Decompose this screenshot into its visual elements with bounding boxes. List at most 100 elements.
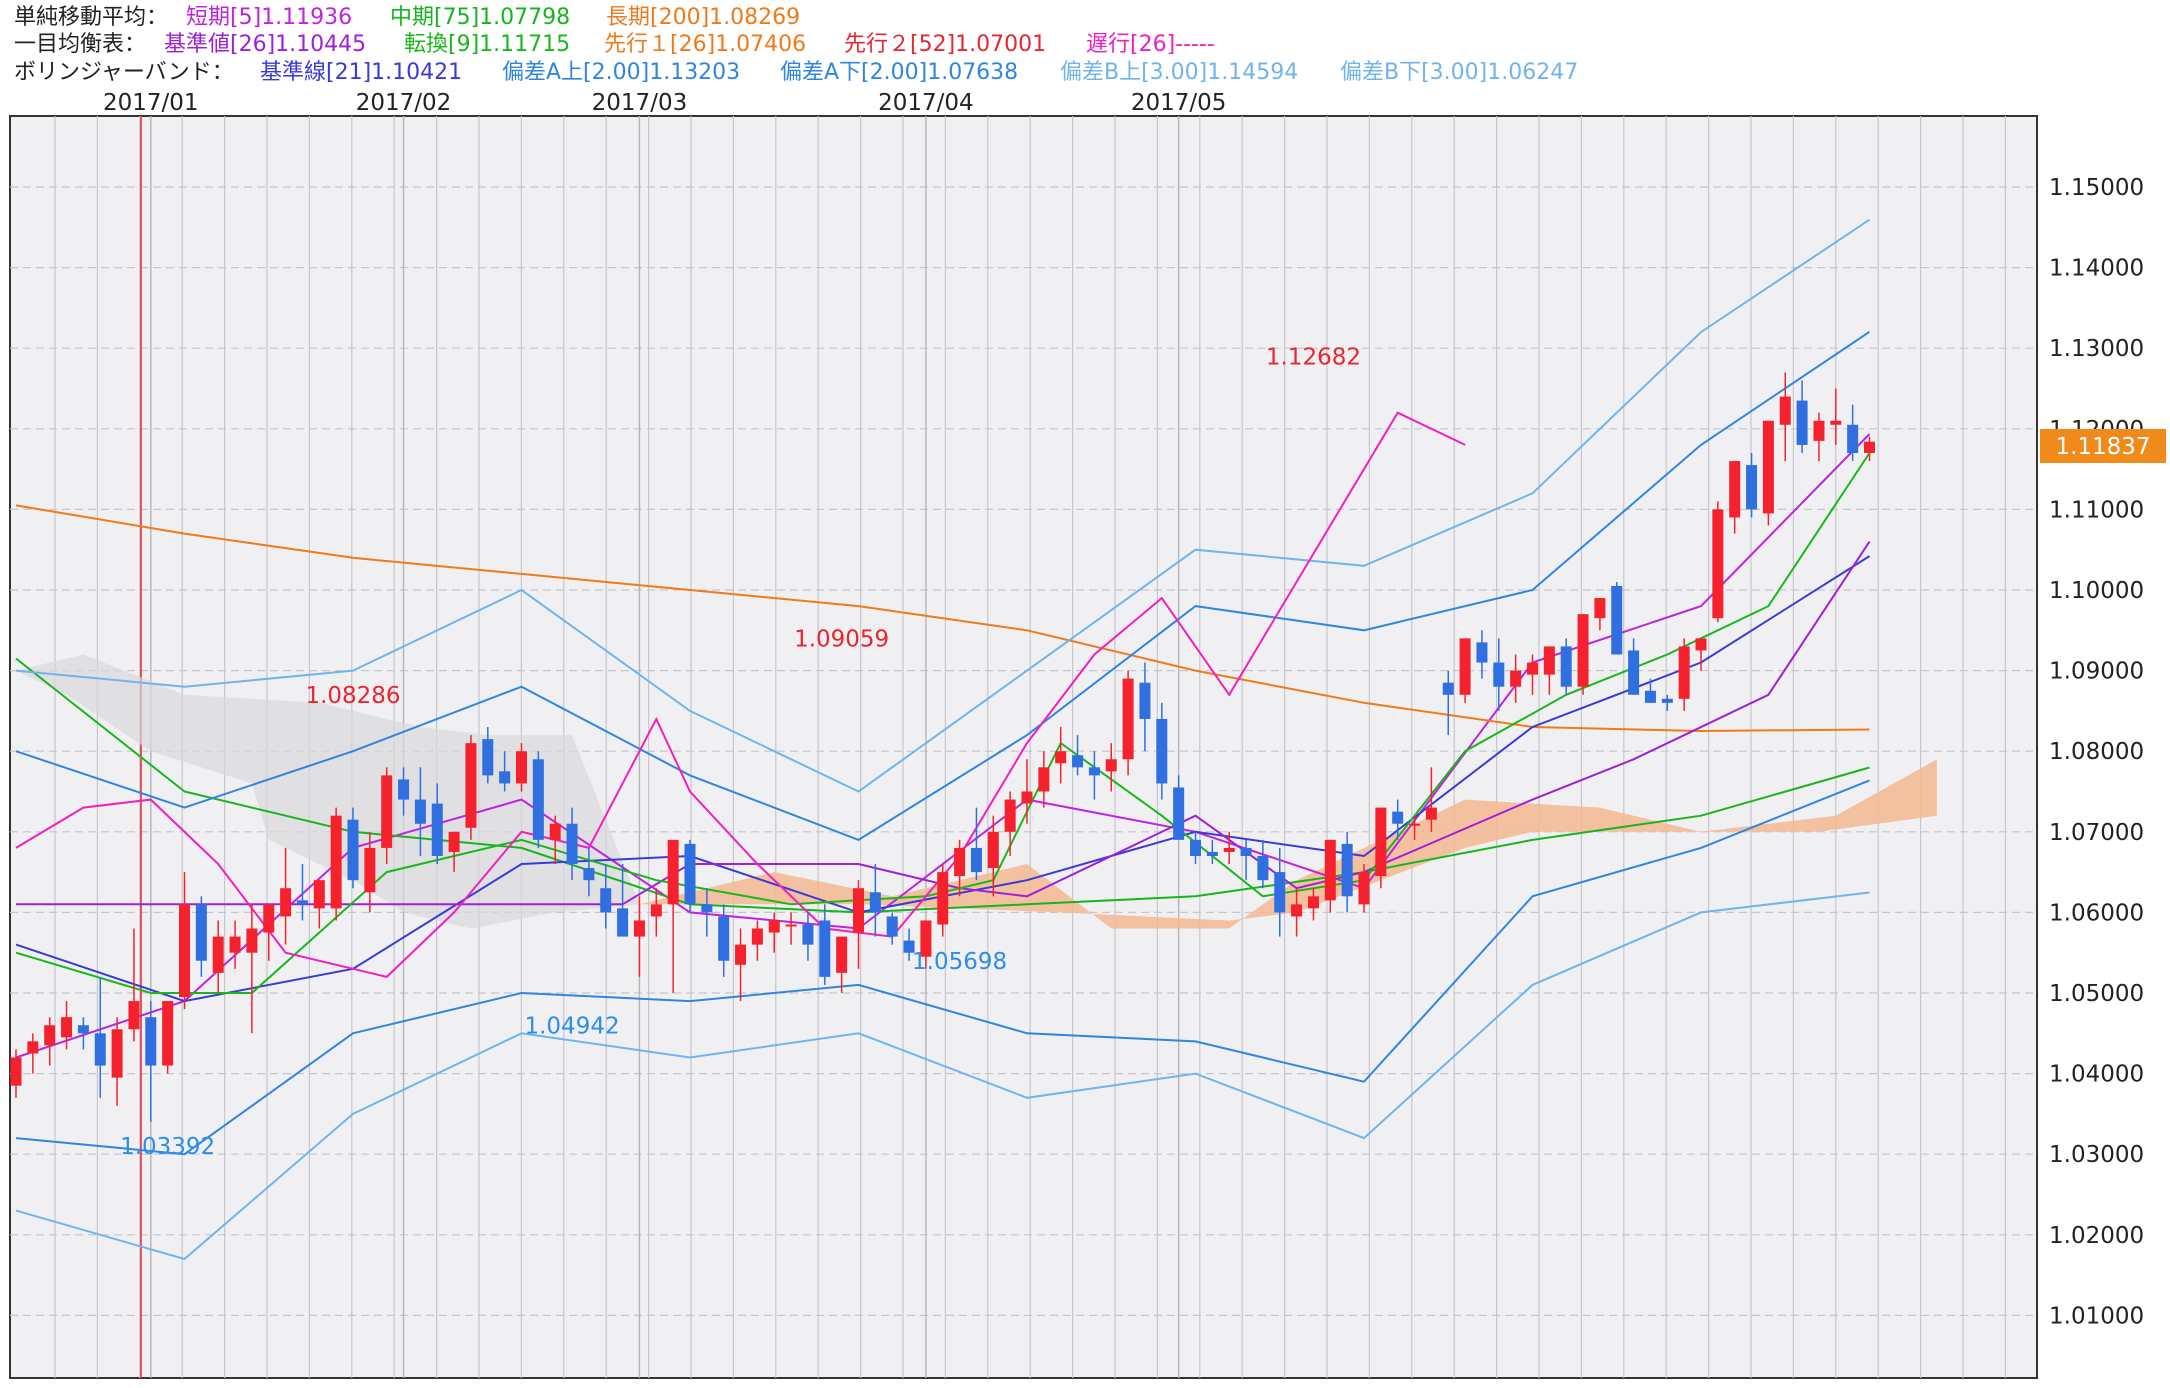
ichimoku-lag-line: [15, 411, 1466, 978]
candle-body: [263, 904, 275, 933]
candle: [27, 1033, 39, 1074]
candle-body: [1762, 420, 1774, 514]
candle: [1392, 799, 1404, 840]
y-tick-label: 1.03000: [2049, 1142, 2144, 1168]
candle: [1746, 452, 1758, 518]
candle: [1173, 775, 1185, 840]
candle: [1324, 839, 1336, 913]
candle: [1729, 461, 1741, 534]
candle-body: [633, 920, 645, 937]
candle: [549, 815, 561, 865]
candle: [1510, 654, 1522, 703]
candle-body: [1729, 461, 1741, 518]
candle-body: [1156, 718, 1168, 784]
candle-body: [1392, 811, 1404, 824]
candle: [482, 727, 494, 784]
candle: [1830, 388, 1842, 445]
candle-body: [1072, 755, 1084, 768]
legend-bollinger-upper2: 偏差A上[2.00]1.13203: [502, 60, 740, 85]
candle-body: [1409, 823, 1421, 826]
legend-ichimoku: 一目均衡表： 基準値[26]1.10445 転換[9]1.11715 先行１[2…: [14, 32, 1215, 57]
candle: [970, 807, 982, 881]
candle-body: [229, 936, 241, 953]
y-tick-label: 1.05000: [2049, 981, 2144, 1007]
price-axis: 1.150001.140001.130001.120001.110001.100…: [2049, 175, 2144, 1329]
candle: [532, 751, 544, 848]
candle-body: [448, 831, 460, 852]
candle: [347, 807, 359, 889]
candle-body: [853, 888, 864, 933]
candle-body: [954, 847, 966, 877]
candle: [1055, 727, 1067, 784]
candle-body: [1813, 420, 1825, 441]
candle: [785, 912, 797, 945]
candle: [1358, 864, 1370, 913]
candle-body: [1206, 851, 1218, 856]
ichimoku-cloud: [16, 654, 1937, 929]
candle: [1459, 638, 1471, 703]
y-tick-label: 1.10000: [2049, 578, 2144, 604]
candle-body: [1442, 682, 1454, 695]
candle: [718, 904, 730, 977]
candle-body: [1223, 847, 1235, 852]
candle: [364, 831, 376, 913]
legend-bollinger-label: ボリンジャーバンド：: [14, 60, 234, 85]
candle-body: [1864, 441, 1875, 453]
candle-body: [179, 904, 190, 998]
candle-body: [819, 920, 831, 977]
candle: [1864, 436, 1875, 462]
candle-body: [583, 868, 595, 881]
candle: [1442, 670, 1454, 736]
candle: [516, 743, 527, 792]
price-annotation: 1.12682: [1266, 344, 1361, 370]
candle: [1206, 839, 1218, 865]
candle-body: [1543, 646, 1555, 675]
legend-ichimoku-spana: 先行１[26]1.07406: [604, 32, 806, 57]
candle-body: [431, 803, 443, 856]
candle-body: [1291, 904, 1303, 917]
candle: [886, 912, 898, 945]
y-tick-label: 1.09000: [2049, 659, 2144, 685]
legend-sma-mid: 中期[75]1.07798: [390, 5, 570, 30]
candle-body: [1830, 420, 1842, 425]
candle: [1577, 614, 1589, 695]
candle: [1257, 839, 1269, 889]
candle-body: [1779, 396, 1791, 425]
candle: [1695, 638, 1707, 671]
candle: [1038, 751, 1050, 808]
candle: [1847, 404, 1859, 462]
candle: [398, 767, 410, 816]
candle: [735, 928, 747, 1002]
candle: [566, 807, 578, 881]
candle-body: [869, 892, 881, 913]
candle: [1156, 702, 1168, 800]
candle: [1611, 581, 1623, 655]
candle-body: [1173, 787, 1185, 840]
legend-sma-short: 短期[5]1.11936: [186, 5, 352, 30]
candle-body: [77, 1025, 89, 1034]
candle-body: [532, 759, 544, 840]
candle: [869, 864, 881, 937]
candle: [802, 912, 814, 961]
month-label: 2017/01: [103, 90, 199, 116]
candle-body: [970, 847, 982, 873]
legend-bollinger-lower2: 偏差A下[2.00]1.07638: [780, 60, 1018, 85]
price-annotation: 1.04942: [524, 1013, 619, 1039]
candle: [583, 847, 595, 897]
price-annotation: 1.08286: [305, 683, 400, 709]
candle: [617, 864, 629, 937]
y-tick-label: 1.02000: [2049, 1223, 2144, 1249]
bb-lower2-line: [15, 779, 1870, 1156]
candle-body: [836, 936, 848, 973]
candle-body: [1611, 585, 1623, 655]
candle-body: [735, 944, 747, 965]
candle: [768, 912, 780, 953]
candle-body: [1324, 839, 1336, 901]
candle-body: [1307, 896, 1319, 909]
candle-body: [414, 799, 426, 824]
candle-body: [246, 928, 258, 953]
candle: [280, 847, 292, 945]
candle-body: [44, 1025, 56, 1046]
candle-body: [1139, 682, 1151, 719]
candle-body: [1695, 638, 1707, 651]
